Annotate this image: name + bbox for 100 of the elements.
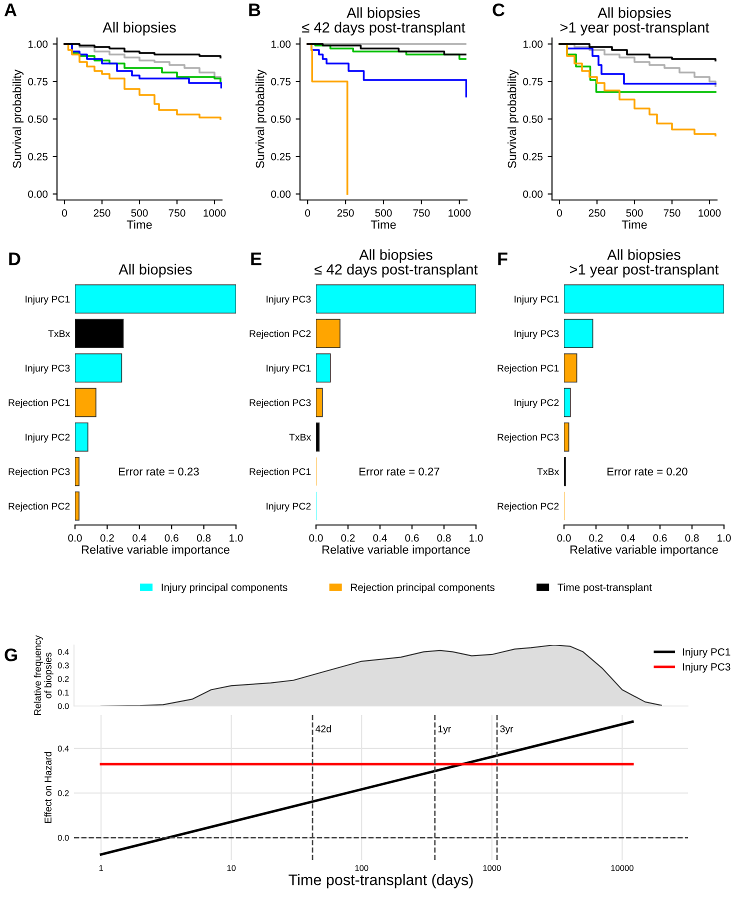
annotation: Error rate = 0.20 (608, 468, 688, 476)
y-tick-label: Injury PC2 (266, 502, 311, 512)
bar (75, 388, 96, 418)
y-tick-label: Rejection PC3 (498, 433, 559, 443)
x-tick-label: 250 (588, 209, 606, 217)
legend-label: Injury PC3 (683, 662, 730, 673)
annotation: Error rate = 0.23 (119, 468, 199, 476)
x-tick-label: 500 (626, 209, 643, 217)
x-tick-label: 0.0 (309, 534, 323, 542)
x-tick-label: 750 (413, 209, 430, 217)
x-axis-title: Time post-transplant (days) (288, 874, 473, 888)
chart-title: All biopsies (118, 264, 192, 278)
legend-label: Rejection principal components (351, 583, 495, 594)
y-tick-label: 1.00 (271, 40, 291, 48)
x-tick-label: 1.0 (230, 534, 243, 542)
y-axis-title: Effect on Hazard (44, 752, 52, 823)
y-tick-label: 0.50 (523, 116, 543, 123)
x-tick-label: 0.4 (373, 534, 387, 542)
y-tick-label: Injury PC3 (26, 364, 70, 374)
x-tick-label: 1.0 (470, 534, 483, 542)
legend-label: Injury PC1 (683, 648, 730, 658)
bar (75, 456, 80, 486)
x-tick-label: 0.2 (100, 534, 114, 542)
x-tick-label: 250 (337, 209, 354, 217)
y-tick-label: 0.3 (58, 662, 69, 668)
y-tick-label: Injury PC2 (26, 433, 70, 443)
bar (75, 491, 80, 521)
bar (316, 284, 476, 314)
y-tick-label: 0.4 (58, 746, 69, 752)
x-tick-label: 0.8 (196, 534, 211, 542)
y-tick-label: 0.2 (58, 676, 69, 682)
y-tick-label: Injury PC2 (514, 398, 559, 408)
y-axis-title: Survival probability (256, 69, 267, 168)
y-tick-label: TxBx (537, 468, 560, 476)
x-tick-label: 0.4 (621, 534, 635, 542)
text: F (498, 252, 508, 266)
y-tick-label: Rejection PC2 (8, 502, 70, 512)
y-tick-label: Injury PC1 (514, 295, 559, 305)
y-tick-label: Injury PC1 (266, 364, 311, 374)
x-tick-label: 500 (131, 209, 148, 217)
x-tick-label: 1 (99, 865, 103, 871)
x-tick-label: 0.2 (589, 534, 603, 542)
chart-title: All biopsies (607, 249, 680, 263)
y-tick-label: Injury PC3 (266, 295, 311, 305)
chart-title: All biopsies (346, 7, 420, 21)
x-tick-label: 250 (94, 209, 110, 217)
legend-label: Time post-transplant (558, 583, 652, 594)
x-tick-label: 750 (168, 209, 186, 217)
y-axis-title: Survival probability (12, 69, 24, 168)
y-tick-label: 0.1 (58, 690, 69, 696)
bar (316, 353, 331, 383)
x-tick-label: 500 (375, 209, 392, 217)
y-tick-label: Injury PC1 (26, 295, 70, 305)
y-tick-label: Rejection PC1 (250, 468, 311, 478)
bar (564, 388, 571, 418)
y-tick-label: TxBx (48, 330, 70, 338)
chart-title: All biopsies (598, 7, 671, 21)
x-tick-label: 0.0 (68, 534, 82, 542)
y-tick-label: 0.75 (523, 78, 543, 86)
y-tick-label: 0.25 (523, 153, 543, 160)
chart-title: All biopsies (102, 22, 176, 36)
annotation: Error rate = 0.27 (360, 468, 440, 476)
bar (75, 284, 236, 314)
y-tick-label: 0.00 (271, 190, 291, 198)
x-tick-label: 0.6 (653, 534, 667, 542)
x-axis-title: Relative variable importance (322, 545, 470, 556)
y-tick-label: 0.0 (58, 703, 69, 710)
chart-subtitle: >1 year post-transplant (570, 264, 719, 278)
y-tick-label: 0.2 (58, 790, 69, 796)
bar (564, 284, 724, 314)
ref-line-label: 3yr (500, 725, 514, 734)
x-axis-title: Relative variable importance (570, 545, 718, 556)
y-tick-label: Rejection PC2 (250, 330, 311, 340)
y-tick-label: Rejection PC1 (498, 364, 559, 374)
x-tick-label: 0.4 (132, 534, 146, 542)
y-tick-label: 0.25 (28, 153, 48, 160)
bar (316, 422, 320, 452)
x-tick-label: 1000 (698, 209, 721, 217)
text: D (9, 252, 20, 266)
x-tick-label: 750 (664, 209, 680, 217)
x-tick-label: 0.6 (405, 534, 419, 542)
bar (316, 318, 340, 348)
x-tick-label: 10000 (611, 865, 634, 871)
text: E (251, 252, 262, 266)
x-tick-label: 1000 (448, 209, 471, 217)
x-tick-label: 0.2 (341, 534, 355, 542)
text: G (4, 648, 17, 662)
chart-subtitle: ≤ 42 days post-transplant (302, 22, 466, 36)
y-tick-label: Injury PC3 (514, 330, 559, 340)
x-tick-label: 0 (62, 209, 67, 217)
chart-subtitle: ≤ 42 days post-transplant (314, 264, 478, 278)
y-tick-label: 0.4 (58, 648, 69, 655)
y-tick-label: 0.75 (28, 78, 48, 86)
x-tick-label: 0.0 (557, 534, 571, 542)
y-tick-label: 0.50 (28, 116, 48, 123)
y-tick-label: 1.00 (523, 40, 543, 48)
legend-label: Injury principal components (162, 583, 288, 594)
x-tick-label: 1.0 (718, 534, 731, 542)
x-tick-label: 0.6 (164, 534, 178, 542)
x-tick-label: 0 (557, 209, 562, 217)
